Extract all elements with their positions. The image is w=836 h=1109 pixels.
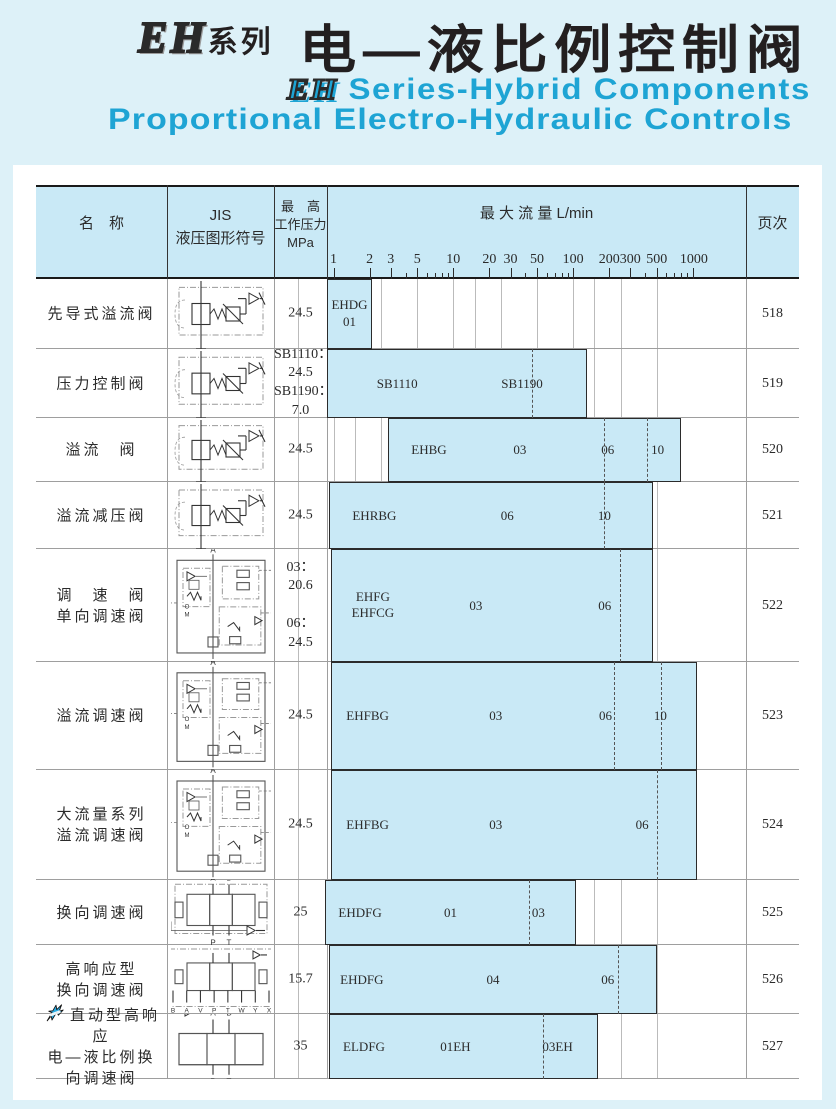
- svg-text:A: A: [210, 770, 216, 775]
- svg-text:A: A: [210, 880, 216, 882]
- svg-text:P: P: [210, 1078, 215, 1079]
- svg-text:B: B: [226, 880, 231, 882]
- svg-text:O: O: [184, 825, 189, 831]
- svg-text:M: M: [184, 612, 189, 618]
- svg-text:B: B: [226, 1014, 231, 1018]
- svg-text:O: O: [184, 717, 189, 723]
- svg-text:O: O: [184, 604, 189, 610]
- svg-text:A: A: [210, 549, 216, 554]
- svg-text:A: A: [210, 1014, 216, 1018]
- svg-text:A: A: [210, 662, 216, 667]
- svg-text:M: M: [184, 725, 189, 731]
- svg-text:M: M: [184, 833, 189, 839]
- svg-text:T: T: [226, 1078, 231, 1079]
